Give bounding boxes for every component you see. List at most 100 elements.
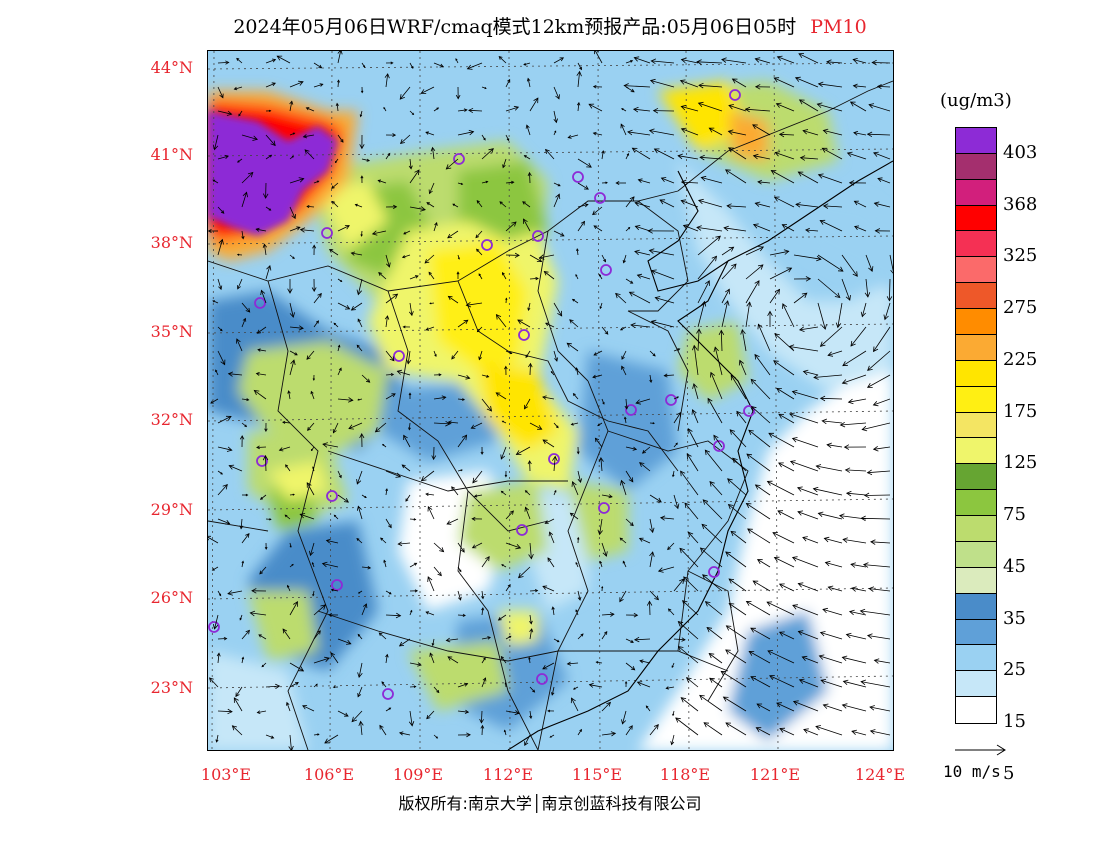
wind-arrowhead [374, 427, 381, 433]
wind-arrowhead [629, 196, 635, 202]
wind-arrowhead [259, 570, 264, 575]
wind-arrow [385, 350, 395, 361]
wind-arrowhead [569, 512, 574, 517]
wind-arrowhead [637, 178, 643, 183]
wind-arrow [425, 611, 435, 616]
wind-arrowhead [488, 148, 494, 154]
wind-arrowhead [778, 631, 785, 637]
wind-arrowhead [821, 418, 828, 425]
wind-arrowhead [435, 736, 439, 739]
wind-arrowhead [819, 219, 826, 225]
wind-arrow [817, 254, 844, 272]
wind-arrow [842, 374, 867, 384]
wind-arrowhead [282, 628, 288, 634]
wind-arrow [867, 350, 891, 371]
wind-arrow [307, 206, 315, 208]
wind-arrowhead [728, 246, 735, 252]
wind-arrow [867, 470, 891, 474]
wind-arrowhead [259, 496, 264, 500]
wind-arrowhead [874, 228, 881, 234]
wind-arrowhead [805, 227, 810, 233]
wind-arrowhead [385, 488, 388, 492]
wind-arrow [681, 106, 699, 112]
wind-arrow [332, 201, 339, 208]
wind-arrowhead [228, 464, 235, 470]
wind-arrow [649, 494, 662, 503]
wind-arrow [778, 462, 795, 472]
wind-arrowhead [813, 374, 819, 380]
wind-arrowhead [545, 148, 550, 154]
wind-arrowhead [680, 199, 687, 205]
wind-arrow [802, 537, 819, 544]
wind-arrowhead [699, 694, 705, 701]
wind-arrow [570, 512, 579, 520]
legend-swatch [956, 231, 996, 258]
wind-arrow [630, 324, 651, 328]
wind-arrowhead [460, 548, 465, 553]
wind-arrowhead [560, 232, 565, 237]
wind-arrow [577, 470, 581, 483]
wind-arrowhead [773, 360, 779, 366]
wind-arrowhead [392, 133, 397, 138]
wind-arrow [720, 330, 723, 352]
wind-arrow [577, 729, 582, 736]
wind-arrowhead [481, 595, 485, 600]
wind-arrowhead [298, 325, 304, 331]
wind-arrowhead [511, 180, 515, 185]
wind-arrowhead [378, 632, 383, 637]
wind-arrow [625, 725, 633, 736]
wind-arrow [217, 110, 232, 115]
wind-arrowhead [754, 84, 761, 90]
wind-arrow [862, 422, 891, 430]
wind-arrowhead [548, 531, 554, 537]
wind-arrow [572, 298, 579, 304]
wind-arrowhead [725, 169, 731, 175]
wind-arrow [360, 721, 363, 736]
wind-arrowhead [725, 551, 731, 557]
wind-arrowhead [526, 77, 531, 82]
wind-arrow [300, 513, 315, 520]
wind-arrowhead [620, 123, 625, 129]
wind-arrow [501, 490, 507, 496]
lon-label-121e: 121°E [749, 765, 801, 784]
wind-arrow [241, 134, 258, 140]
wind-arrow [848, 398, 867, 403]
wind-arrowhead [647, 228, 653, 234]
wind-arrowhead [752, 124, 758, 130]
wind-arrow [403, 435, 411, 448]
wind-arrowhead [551, 692, 555, 696]
wind-arrow [477, 326, 483, 332]
wind-arrowhead [295, 682, 299, 686]
legend-swatch [956, 697, 996, 723]
wind-arrow [600, 457, 603, 472]
wind-arrowhead [340, 279, 343, 282]
wind-arrow [823, 205, 843, 208]
wind-arrow [841, 278, 851, 301]
wind-arrowhead [239, 617, 242, 621]
wind-arrow [693, 383, 699, 400]
wind-arrowhead [687, 427, 693, 434]
wind-arrowhead [318, 64, 323, 69]
wind-arrow [402, 254, 411, 258]
wind-arrowhead [622, 259, 626, 264]
wind-arrow [649, 130, 675, 136]
legend-label: 75 [1003, 504, 1026, 526]
wind-arrow [499, 201, 507, 208]
wind-arrowhead [268, 208, 272, 211]
wind-arrow [478, 350, 483, 360]
wind-arrow [357, 686, 363, 697]
wind-arrow [337, 638, 351, 645]
wind-arrowhead [420, 475, 427, 482]
wind-arrowhead [842, 679, 849, 685]
wind-arrowhead [476, 200, 480, 204]
wind-arrow [421, 470, 435, 482]
wind-arrow [594, 51, 603, 64]
wind-arrow [701, 177, 723, 184]
wind-arrow [227, 590, 243, 595]
wind-arrowhead [747, 528, 753, 534]
wind-arrow [772, 532, 795, 544]
wind-arrowhead [312, 466, 315, 469]
wind-arrow [526, 125, 531, 136]
wind-arrowhead [427, 576, 433, 582]
wind-arrowhead [709, 677, 715, 683]
